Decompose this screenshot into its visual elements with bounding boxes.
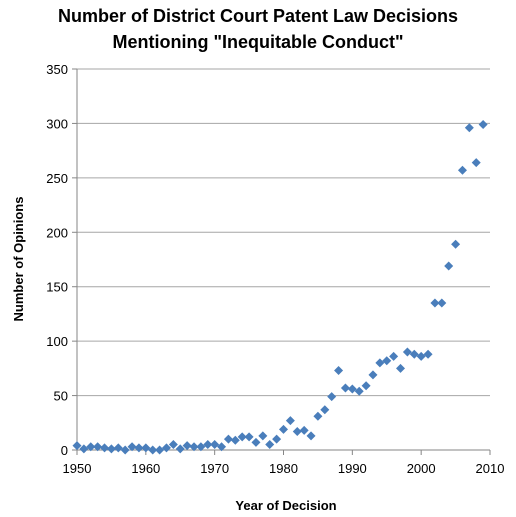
- data-point-1976: [251, 438, 260, 447]
- x-tick-label-1980: 1980: [269, 461, 298, 476]
- x-tick-label-2000: 2000: [407, 461, 436, 476]
- data-point-2000: [417, 352, 426, 361]
- chart-title: Number of District Court Patent Law Deci…: [58, 6, 458, 52]
- data-point-1983: [300, 426, 309, 435]
- chart-title-line-2: Mentioning "Inequitable Conduct": [112, 32, 403, 52]
- data-point-1988: [334, 366, 343, 375]
- data-point-1979: [272, 435, 281, 444]
- y-tick-label-150: 150: [46, 280, 68, 295]
- data-point-1975: [245, 432, 254, 441]
- data-point-1993: [368, 370, 377, 379]
- data-point-1995: [382, 356, 391, 365]
- data-point-2003: [437, 299, 446, 308]
- x-tick-label-1950: 1950: [63, 461, 92, 476]
- y-axis-title: Number of Opinions: [11, 197, 26, 322]
- y-tick-label-200: 200: [46, 225, 68, 240]
- data-point-2007: [465, 123, 474, 132]
- data-point-1992: [362, 381, 371, 390]
- data-point-1977: [258, 431, 267, 440]
- x-tick-label-1970: 1970: [200, 461, 229, 476]
- x-axis-title: Year of Decision: [235, 498, 336, 513]
- axes: [72, 69, 490, 455]
- x-tick-label-1960: 1960: [131, 461, 160, 476]
- data-point-1962: [155, 446, 164, 455]
- data-point-1994: [375, 358, 384, 367]
- data-point-2009: [479, 120, 488, 129]
- y-tick-label-250: 250: [46, 171, 68, 186]
- data-point-1955: [107, 444, 116, 453]
- data-point-2008: [472, 158, 481, 167]
- y-tick-label-100: 100: [46, 334, 68, 349]
- data-point-1998: [403, 348, 412, 357]
- data-point-1982: [293, 427, 302, 436]
- data-point-1985: [313, 412, 322, 421]
- y-tick-label-0: 0: [61, 443, 68, 458]
- data-point-2006: [458, 166, 467, 175]
- data-point-2001: [424, 350, 433, 359]
- x-tick-label-1990: 1990: [338, 461, 367, 476]
- gridlines: [77, 69, 490, 396]
- data-point-2004: [444, 262, 453, 271]
- data-point-1990: [348, 385, 357, 394]
- data-point-1960: [141, 443, 150, 452]
- data-point-1970: [210, 440, 219, 449]
- data-point-1980: [279, 425, 288, 434]
- data-point-1996: [389, 352, 398, 361]
- data-point-1999: [410, 350, 419, 359]
- data-point-1981: [286, 416, 295, 425]
- y-tick-labels: 0 50 100 150 200 250 300 350: [46, 62, 68, 458]
- data-point-1956: [114, 443, 123, 452]
- data-point-1984: [307, 431, 316, 440]
- chart-title-line-1: Number of District Court Patent Law Deci…: [58, 6, 458, 26]
- y-tick-label-50: 50: [54, 389, 68, 404]
- x-tick-labels: 1950 1960 1970 1980 1990 2000 2010: [63, 461, 505, 476]
- data-point-1954: [100, 443, 109, 452]
- data-points: [73, 120, 488, 454]
- data-point-1987: [327, 392, 336, 401]
- data-point-1991: [355, 387, 364, 396]
- x-tick-label-2010: 2010: [476, 461, 505, 476]
- data-point-2005: [451, 240, 460, 249]
- data-point-1989: [341, 383, 350, 392]
- y-tick-label-300: 300: [46, 116, 68, 131]
- y-tick-label-350: 350: [46, 62, 68, 77]
- data-point-1972: [224, 435, 233, 444]
- data-point-1986: [320, 405, 329, 414]
- data-point-1978: [265, 440, 274, 449]
- data-point-1997: [396, 364, 405, 373]
